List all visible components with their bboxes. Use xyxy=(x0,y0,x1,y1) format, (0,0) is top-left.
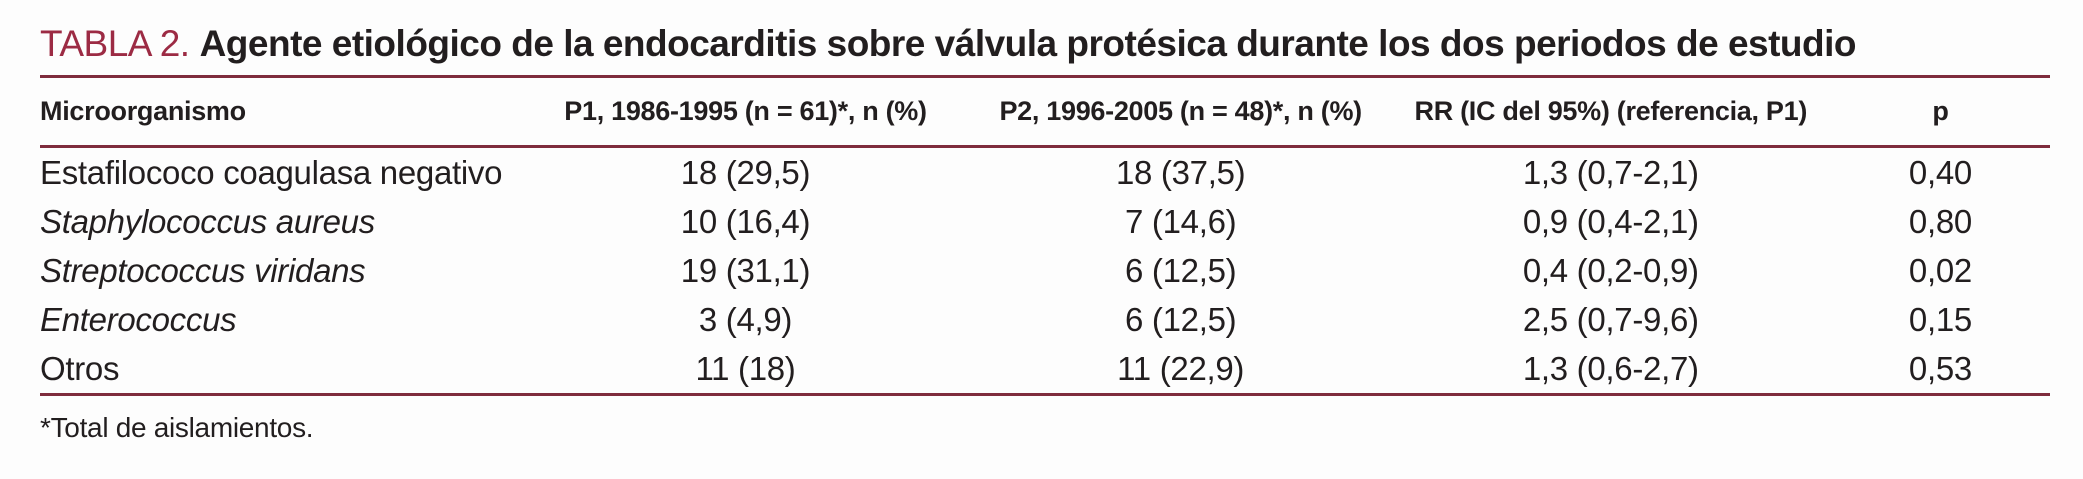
cell-p2: 6 (12,5) xyxy=(1124,300,1237,338)
cell-microorganismo: Enterococcus xyxy=(40,300,237,338)
column-header-p1: P1, 1986-1995 (n = 61)*, n (%) xyxy=(520,76,971,148)
cell-rr: 0,4 (0,2-0,9) xyxy=(1522,251,1699,289)
cell-p: 0,40 xyxy=(1908,153,1972,191)
table-row: Otros 11 (18) 11 (22,9) 1,3 (0,6-2,7) 0,53 xyxy=(40,344,2050,395)
cell-p2: 7 (14,6) xyxy=(1124,202,1237,240)
table-row: Staphylococcus aureus 10 (16,4) 7 (14,6) 0,… xyxy=(40,197,2050,246)
column-header-p-value: p xyxy=(1830,76,2050,148)
cell-p1: 18 (29,5) xyxy=(680,153,811,191)
cell-microorganismo: Estafilococo coagulasa negativo xyxy=(40,153,503,191)
cell-p: 0,80 xyxy=(1908,202,1972,240)
table-row: Enterococcus 3 (4,9) 6 (12,5) 2,5 (0,7-9,6)… xyxy=(40,295,2050,344)
cell-p2: 6 (12,5) xyxy=(1124,251,1237,289)
cell-p: 0,15 xyxy=(1908,300,1972,338)
cell-microorganismo: Otros xyxy=(40,349,120,387)
cell-rr: 2,5 (0,7-9,6) xyxy=(1522,300,1699,338)
table-title: TABLA 2. Agente etiológico de la endocard… xyxy=(40,12,2050,75)
cell-p1: 19 (31,1) xyxy=(680,251,811,289)
cell-p: 0,02 xyxy=(1908,251,1972,289)
cell-p2: 11 (22,9) xyxy=(1117,349,1245,387)
cell-rr: 1,3 (0,6-2,7) xyxy=(1522,349,1699,387)
cell-microorganismo: Staphylococcus aureus xyxy=(40,202,375,240)
cell-p1: 3 (4,9) xyxy=(698,300,793,338)
cell-p1: 11 (18) xyxy=(695,349,796,387)
column-header-p2: P2, 1996-2005 (n = 48)*, n (%) xyxy=(970,76,1391,148)
table-number-label: TABLA 2. xyxy=(40,23,190,64)
footnote: *Total de aislamientos. xyxy=(40,412,314,443)
cell-p1: 10 (16,4) xyxy=(680,202,811,240)
cell-p: 0,53 xyxy=(1908,349,1972,387)
cell-p2: 18 (37,5) xyxy=(1115,153,1246,191)
column-header-rr: RR (IC del 95%) (referencia, P1) xyxy=(1390,76,1831,148)
table-caption: Agente etiológico de la endocarditis sob… xyxy=(199,23,1857,64)
table-row: Streptococcus viridans 19 (31,1) 6 (12,5) 0… xyxy=(40,246,2050,295)
cell-rr: 0,9 (0,4-2,1) xyxy=(1522,202,1699,240)
table-body: Estafilococo coagulasa negativo 18 (29,5)… xyxy=(40,147,2050,395)
cell-rr: 1,3 (0,7-2,1) xyxy=(1522,153,1699,191)
header-row: Microorganismo P1, 1986-1995 (n = 61)*, … xyxy=(40,76,2050,148)
column-header-microorganismo: Microorganismo xyxy=(40,76,521,148)
cell-microorganismo: Streptococcus viridans xyxy=(40,251,366,289)
table-row: Estafilococo coagulasa negativo 18 (29,5)… xyxy=(40,147,2050,198)
data-table: Microorganismo P1, 1986-1995 (n = 61)*, … xyxy=(40,75,2050,396)
